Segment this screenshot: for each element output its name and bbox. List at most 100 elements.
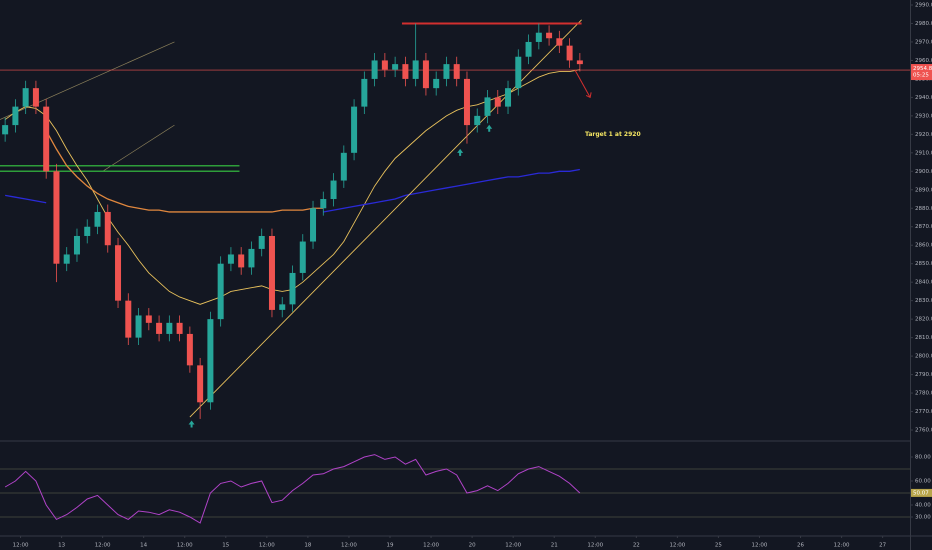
rsi-line [4, 454, 581, 524]
candle-body [463, 78, 470, 126]
y-tick-label: 2870.0 [915, 224, 932, 230]
candle-body [433, 78, 440, 89]
candle-body [125, 300, 132, 338]
annotation: Target 1 at 2920 [585, 131, 641, 138]
candle-body [197, 365, 204, 403]
candle-body [525, 41, 532, 57]
y-tick-label: 2840.0 [915, 280, 932, 286]
candle-body [556, 38, 563, 46]
y-tick-label: 2780.0 [915, 391, 932, 397]
x-tick-label: 20 [469, 543, 476, 549]
candle-body [12, 106, 19, 126]
y-tick-label: 2930.0 [915, 113, 932, 119]
x-tick-label: 12:00 [13, 543, 29, 549]
candle-body [258, 235, 265, 249]
x-tick-label: 13 [58, 543, 65, 549]
candle-body [289, 272, 296, 305]
x-tick-label: 12:00 [177, 543, 193, 549]
x-tick-label: 12:00 [505, 543, 521, 549]
moving-average [5, 168, 580, 213]
candle-body [156, 322, 163, 334]
x-tick-label: 14 [140, 543, 147, 549]
y-tick-label: 2980.0 [915, 21, 932, 27]
last-price-box [911, 64, 932, 81]
countdown-label: 05:25 [913, 73, 929, 79]
x-tick-label: 12:00 [423, 543, 439, 549]
y-tick-label: 2820.0 [915, 317, 932, 323]
candle-body [412, 60, 419, 79]
buy-signal [486, 124, 493, 132]
y-tick-label: 2960.0 [915, 58, 932, 64]
candle-body [238, 254, 245, 268]
y-tick-label: 2880.0 [915, 206, 932, 212]
x-tick-label: 19 [387, 543, 394, 549]
candle-body [310, 208, 317, 242]
rsi-last-label: 50.07 [913, 490, 929, 496]
candle-body [320, 199, 327, 209]
candle-body [248, 248, 255, 268]
candle-body [381, 60, 388, 70]
y-tick-label: 2810.0 [915, 335, 932, 341]
x-tick-label: 12:00 [341, 543, 357, 549]
y-tick-label: 2860.0 [915, 243, 932, 249]
candle-body [145, 315, 152, 323]
x-tick-label: 12:00 [95, 543, 111, 549]
candle-body [402, 64, 409, 79]
candle-body [474, 115, 481, 126]
arrow-shaft [574, 69, 591, 98]
candle-body [494, 97, 501, 107]
y-tick-label: 2920.0 [915, 132, 932, 138]
rsi-tick-label: 30.00 [915, 515, 931, 521]
candle-body [207, 319, 214, 403]
candle-body [443, 64, 450, 79]
x-tick-label: 12:00 [587, 543, 603, 549]
y-tick-label: 2760.0 [915, 428, 932, 434]
candle-body [299, 241, 306, 273]
candle-body [330, 180, 337, 200]
candle-body [535, 32, 542, 42]
candle-body [63, 254, 70, 264]
y-tick-label: 2990.0 [915, 2, 932, 8]
y-tick-label: 2910.0 [915, 150, 932, 156]
rsi-tick-label: 80.00 [915, 455, 931, 461]
y-tick-label: 2790.0 [915, 372, 932, 378]
y-tick-label: 2940.0 [915, 95, 932, 101]
candle-body [32, 88, 39, 107]
candle-body [268, 235, 275, 310]
channel-line [102, 124, 175, 172]
candle-body [104, 211, 111, 246]
y-tick-label: 2900.0 [915, 169, 932, 175]
candle-body [361, 78, 368, 107]
moving-average [45, 130, 324, 213]
candle-body [166, 322, 173, 334]
rsi-tick-label: 60.00 [915, 479, 931, 485]
x-tick-label: 18 [304, 543, 311, 549]
buy-signal [457, 148, 464, 156]
x-tick-label: 26 [797, 543, 804, 549]
candle-body [176, 322, 183, 334]
candle-body [340, 152, 347, 181]
candle-body [53, 171, 60, 264]
candle-body [392, 64, 399, 70]
candle-body [515, 56, 522, 89]
candle-body [43, 106, 50, 172]
candle-body [576, 60, 583, 65]
candle-body [422, 60, 429, 89]
candle-body [115, 245, 122, 301]
x-tick-label: 21 [551, 543, 558, 549]
candle-body [135, 315, 142, 338]
candle-body [484, 97, 491, 116]
candle-body [566, 45, 573, 61]
x-tick-label: 22 [633, 543, 640, 549]
candle-body [351, 106, 358, 153]
x-tick-label: 12:00 [834, 543, 850, 549]
candle-body [94, 211, 101, 227]
arrow-head [585, 92, 592, 99]
x-tick-label: 12:00 [752, 543, 768, 549]
y-tick-label: 2890.0 [915, 187, 932, 193]
candle-body [371, 60, 378, 79]
candle-body [505, 88, 512, 107]
x-tick-label: 12:00 [669, 543, 685, 549]
